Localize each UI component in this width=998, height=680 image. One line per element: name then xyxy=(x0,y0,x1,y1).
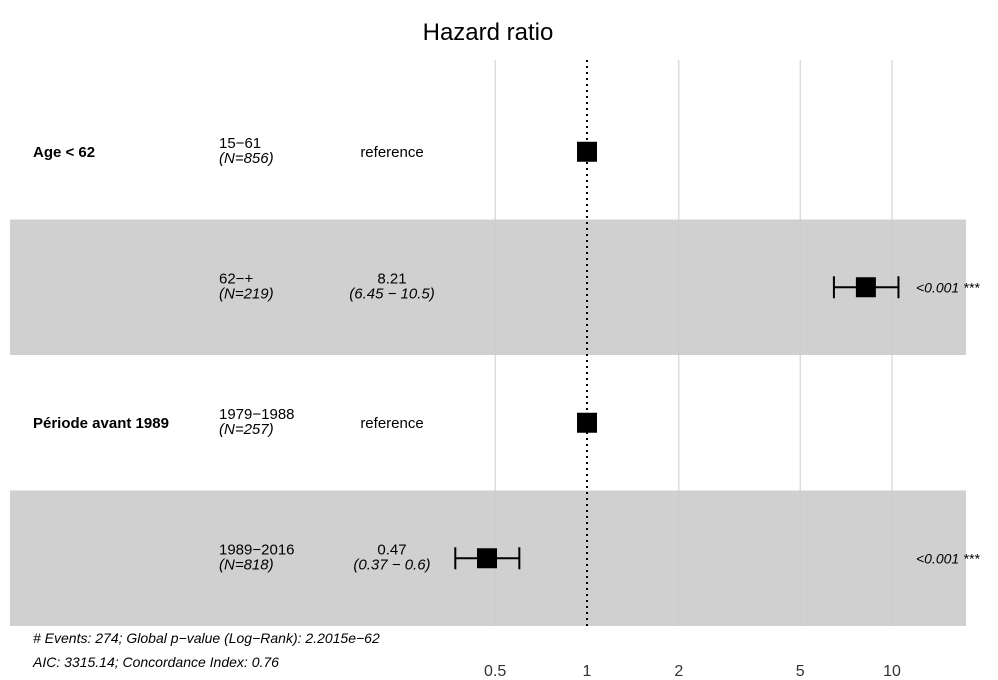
hr-point xyxy=(855,277,876,298)
n-label: (N=219) xyxy=(219,285,274,302)
x-tick-label: 1 xyxy=(583,663,592,680)
n-label: (N=818) xyxy=(219,556,274,573)
x-tick-label: 0.5 xyxy=(484,663,506,680)
n-label: (N=257) xyxy=(219,421,274,438)
grid-lines xyxy=(494,60,893,626)
level-label: 1989−2016 xyxy=(219,541,295,558)
level-label: 1979−1988 xyxy=(219,406,295,423)
estimate-label: reference xyxy=(360,144,423,161)
level-label: 62−+ xyxy=(219,270,253,287)
hr-point xyxy=(577,141,597,162)
hr-point xyxy=(476,548,497,569)
estimate-label: 8.21 xyxy=(377,270,406,287)
p-value-label: <0.001 *** xyxy=(916,550,980,566)
row-labels: Age < 62 15−61(N=856) reference 62−+(N=219)… xyxy=(33,135,980,574)
variable-label: Période avant 1989 xyxy=(33,415,169,432)
n-label: (N=856) xyxy=(219,150,274,167)
chart-title: Hazard ratio xyxy=(423,19,554,46)
level-label: 15−61 xyxy=(219,135,261,152)
row-band xyxy=(10,219,966,355)
footer-line-2: AIC: 3315.14; Concordance Index: 0.76 xyxy=(32,654,279,670)
estimate-label: reference xyxy=(360,415,423,432)
x-tick-label: 2 xyxy=(674,663,683,680)
hr-point xyxy=(577,412,597,433)
x-tick-label: 5 xyxy=(796,663,805,680)
x-tick-label: 10 xyxy=(883,663,901,680)
estimate-label: 0.47 xyxy=(377,541,406,558)
variable-label: Age < 62 xyxy=(33,144,95,161)
ci-label: (6.45 − 10.5) xyxy=(349,285,434,302)
x-axis-ticks: 0.5 1 2 5 10 xyxy=(484,663,901,680)
footer-line-1: # Events: 274; Global p−value (Log−Rank)… xyxy=(33,630,380,646)
ci-label: (0.37 − 0.6) xyxy=(353,556,430,573)
p-value-label: <0.001 *** xyxy=(916,279,980,295)
hazard-ratio-marks xyxy=(454,141,900,570)
